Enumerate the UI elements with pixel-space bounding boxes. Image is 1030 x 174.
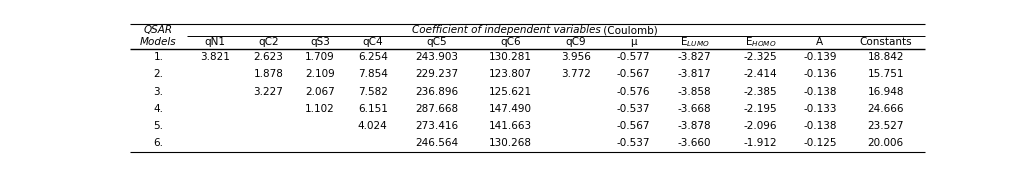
- Text: qC6: qC6: [501, 37, 521, 48]
- Text: Constants: Constants: [859, 37, 912, 48]
- Text: 2.067: 2.067: [305, 87, 335, 97]
- Text: 23.527: 23.527: [867, 121, 904, 131]
- Text: 243.903: 243.903: [415, 52, 458, 62]
- Text: -0.138: -0.138: [803, 87, 836, 97]
- Text: E$_{LUMO}$: E$_{LUMO}$: [680, 35, 710, 49]
- Text: QSAR
Models: QSAR Models: [140, 25, 177, 48]
- Text: 16.948: 16.948: [867, 87, 904, 97]
- Text: 7.854: 7.854: [357, 69, 387, 79]
- Text: -0.577: -0.577: [616, 52, 650, 62]
- Text: 287.668: 287.668: [415, 104, 458, 114]
- Text: A: A: [816, 37, 823, 48]
- Text: -0.138: -0.138: [803, 121, 836, 131]
- Text: qC4: qC4: [363, 37, 383, 48]
- Text: -0.139: -0.139: [803, 52, 836, 62]
- Text: qC2: qC2: [259, 37, 279, 48]
- Text: 1.878: 1.878: [253, 69, 283, 79]
- Text: -2.195: -2.195: [744, 104, 778, 114]
- Text: -2.096: -2.096: [744, 121, 778, 131]
- Text: -0.125: -0.125: [803, 138, 836, 148]
- Text: 3.772: 3.772: [561, 69, 591, 79]
- Text: 3.821: 3.821: [200, 52, 230, 62]
- Text: 24.666: 24.666: [867, 104, 904, 114]
- Text: -0.567: -0.567: [616, 121, 650, 131]
- Text: 4.024: 4.024: [357, 121, 387, 131]
- Text: -0.136: -0.136: [803, 69, 836, 79]
- Text: qC9: qC9: [565, 37, 586, 48]
- Text: -0.537: -0.537: [616, 104, 650, 114]
- Text: 123.807: 123.807: [489, 69, 531, 79]
- Text: μ: μ: [629, 37, 637, 48]
- Text: 229.237: 229.237: [415, 69, 458, 79]
- Text: 125.621: 125.621: [489, 87, 531, 97]
- Text: qC5: qC5: [426, 37, 447, 48]
- Text: 4.: 4.: [153, 104, 164, 114]
- Text: 18.842: 18.842: [867, 52, 904, 62]
- Text: 5.: 5.: [153, 121, 164, 131]
- Text: 130.281: 130.281: [489, 52, 531, 62]
- Text: 273.416: 273.416: [415, 121, 458, 131]
- Text: 15.751: 15.751: [867, 69, 904, 79]
- Text: 20.006: 20.006: [867, 138, 903, 148]
- Text: -2.414: -2.414: [744, 69, 778, 79]
- Text: -3.878: -3.878: [678, 121, 712, 131]
- Text: 2.623: 2.623: [253, 52, 283, 62]
- Text: 141.663: 141.663: [489, 121, 531, 131]
- Text: 130.268: 130.268: [489, 138, 531, 148]
- Text: -3.817: -3.817: [678, 69, 712, 79]
- Text: qN1: qN1: [204, 37, 226, 48]
- Text: -0.537: -0.537: [616, 138, 650, 148]
- Text: 246.564: 246.564: [415, 138, 458, 148]
- Text: -2.325: -2.325: [744, 52, 778, 62]
- Text: E$_{HOMO}$: E$_{HOMO}$: [745, 35, 777, 49]
- Text: -3.660: -3.660: [678, 138, 712, 148]
- Text: 3.227: 3.227: [253, 87, 283, 97]
- Text: 6.254: 6.254: [357, 52, 387, 62]
- Text: 2.109: 2.109: [305, 69, 335, 79]
- Text: 6.: 6.: [153, 138, 164, 148]
- Text: 6.151: 6.151: [357, 104, 387, 114]
- Text: 236.896: 236.896: [415, 87, 458, 97]
- Text: 7.582: 7.582: [357, 87, 387, 97]
- Text: qS3: qS3: [310, 37, 330, 48]
- Text: -0.567: -0.567: [616, 69, 650, 79]
- Text: 3.: 3.: [153, 87, 164, 97]
- Text: -3.668: -3.668: [678, 104, 712, 114]
- Text: -1.912: -1.912: [744, 138, 778, 148]
- Text: -0.576: -0.576: [616, 87, 650, 97]
- Text: -3.827: -3.827: [678, 52, 712, 62]
- Text: -0.133: -0.133: [803, 104, 836, 114]
- Text: 2.: 2.: [153, 69, 164, 79]
- Text: (Coulomb): (Coulomb): [600, 25, 658, 35]
- Text: Coefficient of independent variables: Coefficient of independent variables: [412, 25, 600, 35]
- Text: 1.709: 1.709: [305, 52, 335, 62]
- Text: 1.102: 1.102: [305, 104, 335, 114]
- Text: -3.858: -3.858: [678, 87, 712, 97]
- Text: -2.385: -2.385: [744, 87, 778, 97]
- Text: 147.490: 147.490: [489, 104, 531, 114]
- Text: 3.956: 3.956: [561, 52, 591, 62]
- Text: 1.: 1.: [153, 52, 164, 62]
